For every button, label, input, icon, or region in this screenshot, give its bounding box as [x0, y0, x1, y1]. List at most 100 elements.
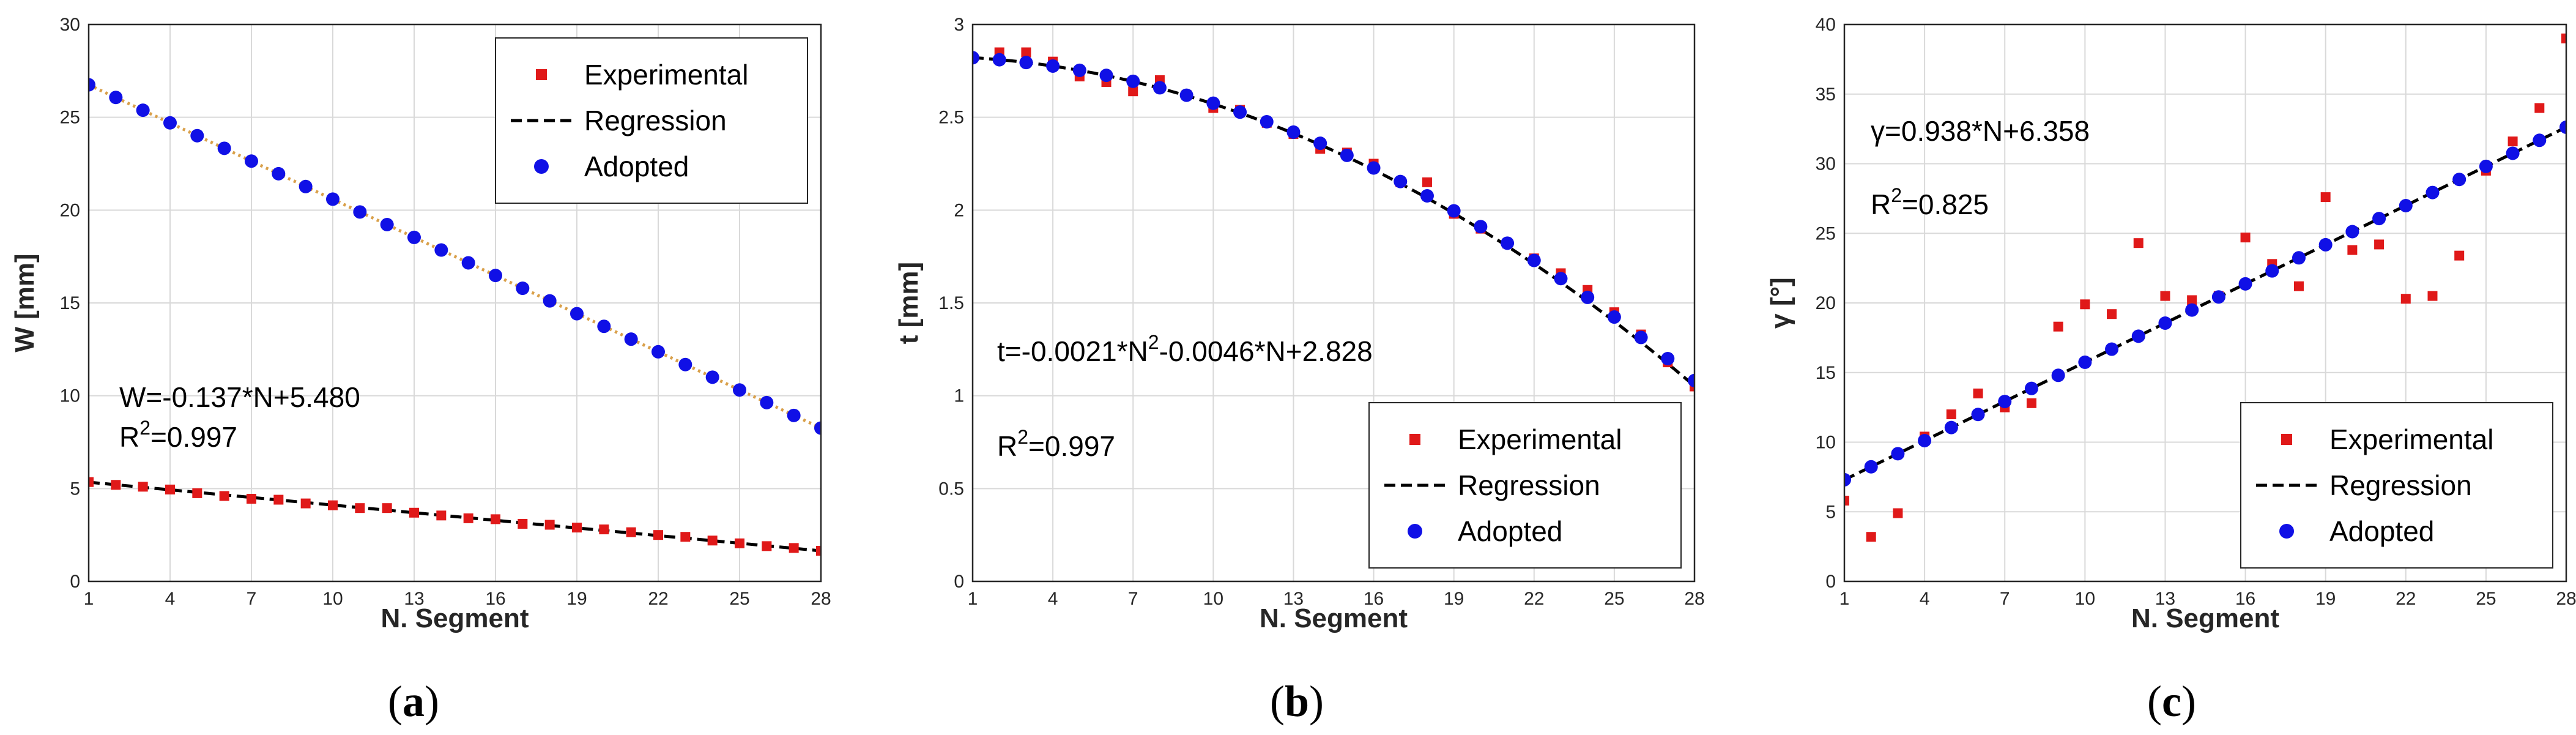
- experimental-point: [463, 513, 473, 523]
- experimental-point: [2427, 291, 2438, 301]
- experimental-point: [382, 503, 392, 513]
- adopted-point: [2345, 225, 2359, 239]
- adopted-point: [1688, 373, 1694, 387]
- r-squared-value: =0.997: [1028, 430, 1115, 462]
- y-tick-label: 20: [60, 200, 80, 220]
- x-tick-label: 28: [811, 589, 831, 609]
- x-tick-label: 25: [729, 589, 749, 609]
- adopted-point: [2078, 355, 2092, 369]
- equation-text: W=-0.137*N+5.480: [119, 381, 360, 413]
- experimental-point: [138, 482, 148, 492]
- y-tick-label: 3: [954, 15, 964, 35]
- legend-marker-experimental: [1409, 434, 1420, 445]
- adopted-point: [597, 319, 611, 334]
- y-axis-label: t [mm]: [894, 262, 924, 344]
- adopted-point: [705, 370, 719, 384]
- x-axis-label: N. Segment: [2131, 603, 2279, 633]
- x-tick-label: 1: [968, 589, 978, 609]
- panel-caption-letter: c: [2162, 677, 2181, 726]
- experimental-point: [436, 510, 447, 521]
- y-tick-label: 35: [1816, 84, 1836, 105]
- chart-panel-a: 1 4 7 10 13 16 19 22 25 28 0 5 10 15 20 25 30 N. Segment W…: [10, 15, 831, 726]
- chart-panel-c: 1 4 7 10 13 16 19 22 25 28 0 5 10 15 20 25 30 35 40 N. Segm…: [1765, 15, 2576, 726]
- experimental-point: [2374, 239, 2385, 250]
- adopted-point: [353, 205, 367, 219]
- regression-line: [1844, 125, 2566, 482]
- experimental-point: [219, 491, 229, 501]
- adopted-point: [2399, 198, 2413, 212]
- legend: Experimental Regression Adopted: [495, 37, 808, 204]
- data-layer: [1844, 33, 2566, 542]
- experimental-point: [1973, 388, 1983, 398]
- adopted-point: [624, 332, 638, 346]
- y-tick-label: 5: [70, 479, 80, 499]
- equation-text: t=-0.0021*N: [997, 335, 1148, 367]
- adopted-point: [217, 141, 231, 155]
- experimental-point: [165, 484, 175, 494]
- y-tick-label: 10: [1816, 433, 1836, 453]
- adopted-point: [1367, 161, 1381, 175]
- adopted-point: [1233, 105, 1247, 119]
- x-tick-label: 4: [165, 589, 176, 609]
- legend-marker-adopted: [2279, 524, 2294, 539]
- experimental-point: [2133, 238, 2144, 248]
- equation-exponent: 2: [1148, 331, 1159, 353]
- adopted-point: [1313, 136, 1327, 151]
- y-tick-label: 5: [1825, 502, 1836, 522]
- r-squared-annotation: R2=0.997: [119, 417, 237, 453]
- y-tick-label: 40: [1816, 15, 1836, 35]
- y-axis-label: W [mm]: [10, 253, 40, 352]
- experimental-point: [680, 532, 691, 542]
- adopted-point: [1206, 96, 1220, 110]
- x-axis-label: N. Segment: [1260, 603, 1408, 633]
- y-tick-label: 25: [1816, 223, 1836, 244]
- r-squared-symbol: R: [119, 421, 139, 453]
- adopted-point: [1581, 290, 1595, 304]
- experimental-point: [2160, 291, 2170, 301]
- adopted-point: [1153, 81, 1167, 95]
- adopted-point: [1286, 125, 1301, 139]
- x-tick-label: 10: [322, 589, 343, 609]
- adopted-point: [760, 395, 774, 409]
- adopted-point: [272, 166, 286, 181]
- panel-caption: (c): [2147, 677, 2196, 726]
- x-tick-label: 7: [2000, 589, 2010, 609]
- data-layer: [89, 78, 821, 556]
- legend-item-experimental: Experimental: [2329, 423, 2493, 455]
- x-tick-label: 22: [2396, 589, 2416, 609]
- x-tick-label: 7: [1128, 589, 1138, 609]
- experimental-point: [2080, 299, 2090, 310]
- experimental-point: [300, 498, 311, 509]
- r-squared-symbol: R: [997, 430, 1017, 462]
- adopted-point: [1260, 114, 1274, 129]
- x-tick-label: 25: [2476, 589, 2496, 609]
- adopted-point: [2158, 316, 2172, 330]
- adopted-point: [1634, 330, 1648, 345]
- adopted-point: [1099, 69, 1113, 83]
- axes-frame: [1843, 23, 2567, 583]
- adopted-point: [973, 51, 979, 65]
- adopted-point: [1126, 74, 1140, 88]
- experimental-point: [2107, 309, 2117, 319]
- adopted-point: [190, 129, 204, 143]
- x-tick-label: 22: [1524, 589, 1544, 609]
- adopted-point: [1661, 352, 1675, 365]
- panel-caption-paren: ): [425, 677, 439, 726]
- x-tick-label: 10: [2075, 589, 2095, 609]
- x-tick-label: 16: [485, 589, 505, 609]
- r-squared-exponent: 2: [139, 417, 150, 439]
- adopted-point: [992, 53, 1006, 67]
- experimental-point: [762, 541, 772, 551]
- adopted-point: [1340, 148, 1354, 162]
- x-tick-label: 16: [2235, 589, 2255, 609]
- experimental-point: [653, 530, 663, 540]
- panel-caption-paren: (: [388, 677, 403, 726]
- experimental-point: [2187, 295, 2197, 305]
- y-tick-label: 0.5: [938, 479, 964, 499]
- adopted-point: [1501, 236, 1515, 250]
- axes-frame: [87, 23, 822, 583]
- y-tick-label: 30: [60, 15, 80, 35]
- adopted-point: [1179, 88, 1193, 102]
